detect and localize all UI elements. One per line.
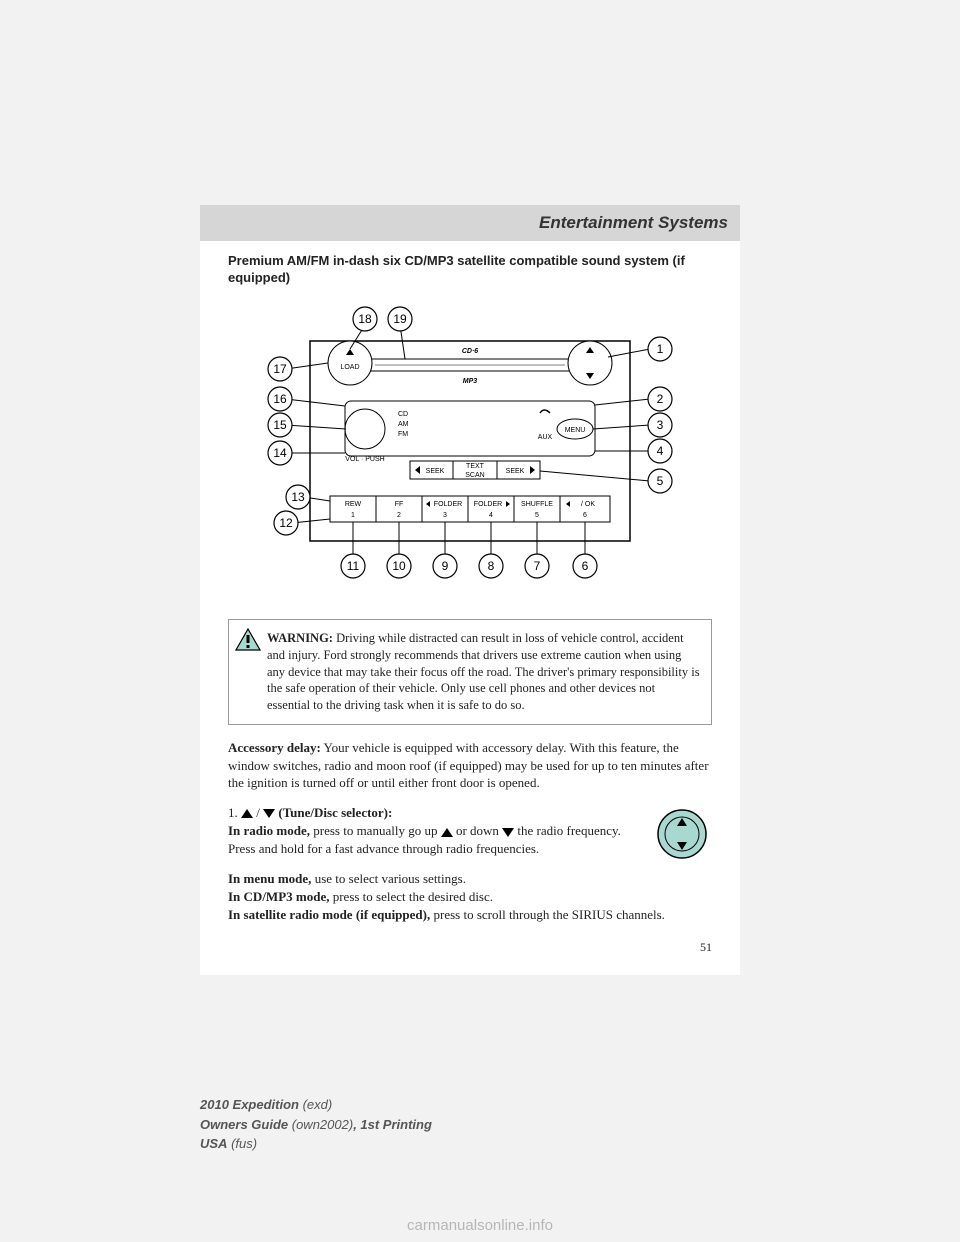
svg-text:3: 3	[443, 512, 447, 519]
down-triangle-icon	[502, 828, 514, 837]
text-label: TEXT	[466, 463, 485, 470]
sat-mode-label: In satellite radio mode (if equipped),	[228, 907, 430, 922]
svg-text:SHUFFLE: SHUFFLE	[521, 501, 553, 508]
aux-label: AUX	[538, 434, 553, 441]
svg-text:19: 19	[393, 312, 407, 326]
svg-text:16: 16	[273, 392, 287, 406]
svg-text:/ OK: / OK	[581, 501, 595, 508]
section-title: Entertainment Systems	[539, 213, 728, 232]
svg-text:10: 10	[392, 559, 406, 573]
svg-text:2: 2	[657, 392, 664, 406]
am-label: AM	[398, 421, 409, 428]
manual-page: Entertainment Systems Premium AM/FM in-d…	[200, 205, 740, 975]
mp3-logo: MP3	[463, 378, 478, 385]
svg-text:6: 6	[582, 559, 589, 573]
warning-label: WARNING:	[267, 631, 333, 645]
radio-diagram-wrap: CD·6 MP3 LOAD CD AM FM VOL · PUSH AUX ME…	[228, 301, 712, 601]
section-header: Entertainment Systems	[200, 205, 740, 241]
accessory-label: Accessory delay:	[228, 740, 321, 755]
svg-text:7: 7	[534, 559, 541, 573]
warning-box: WARNING: Driving while distracted can re…	[228, 619, 712, 725]
item-1-row: 1. / (Tune/Disc selector): In radio mode…	[228, 804, 712, 864]
fm-label: FM	[398, 431, 408, 438]
radio-diagram: CD·6 MP3 LOAD CD AM FM VOL · PUSH AUX ME…	[250, 301, 690, 601]
svg-text:3: 3	[657, 418, 664, 432]
load-label: LOAD	[340, 364, 359, 371]
svg-text:5: 5	[535, 512, 539, 519]
radio-mode-label: In radio mode,	[228, 823, 310, 838]
svg-text:4: 4	[489, 512, 493, 519]
svg-text:9: 9	[442, 559, 449, 573]
tune-disc-icon	[652, 804, 712, 864]
svg-text:13: 13	[291, 490, 305, 504]
svg-text:FOLDER: FOLDER	[474, 501, 502, 508]
up-triangle-icon	[441, 828, 453, 837]
svg-text:1: 1	[351, 512, 355, 519]
item-1-continued: In menu mode, use to select various sett…	[228, 870, 712, 925]
menu-mode-label: In menu mode,	[228, 871, 311, 886]
footer-block: 2010 Expedition (exd) Owners Guide (own2…	[200, 1095, 432, 1154]
up-triangle-icon	[241, 809, 253, 818]
svg-text:REW: REW	[345, 501, 362, 508]
svg-text:4: 4	[657, 444, 664, 458]
cd6-logo: CD·6	[462, 348, 478, 355]
svg-text:5: 5	[657, 474, 664, 488]
warning-icon	[235, 628, 261, 652]
item-1-text: 1. / (Tune/Disc selector): In radio mode…	[228, 804, 632, 859]
cd-label: CD	[398, 411, 408, 418]
seek-right-label: SEEK	[506, 468, 525, 475]
seek-left-label: SEEK	[426, 468, 445, 475]
svg-text:6: 6	[583, 512, 587, 519]
watermark: carmanualsonline.info	[0, 1217, 960, 1234]
svg-text:2: 2	[397, 512, 401, 519]
svg-text:FF: FF	[395, 501, 404, 508]
accessory-paragraph: Accessory delay: Your vehicle is equippe…	[228, 739, 712, 792]
svg-text:8: 8	[488, 559, 495, 573]
svg-text:1: 1	[657, 342, 664, 356]
cdmp3-mode-label: In CD/MP3 mode,	[228, 889, 329, 904]
svg-text:12: 12	[279, 516, 293, 530]
page-number: 51	[228, 940, 712, 955]
svg-text:18: 18	[358, 312, 372, 326]
preset-buttons: REW FF FOLDER FOLDER SHUFFLE / OK 1 2 3 …	[330, 496, 610, 522]
svg-text:17: 17	[273, 362, 287, 376]
subsection-title: Premium AM/FM in-dash six CD/MP3 satelli…	[228, 253, 712, 287]
vol-label: VOL · PUSH	[345, 456, 384, 463]
item-1-title: (Tune/Disc selector):	[275, 805, 392, 820]
menu-label: MENU	[565, 427, 586, 434]
scan-label: SCAN	[465, 472, 484, 479]
item-1-prefix: 1.	[228, 805, 241, 820]
svg-text:11: 11	[347, 559, 360, 573]
down-triangle-icon	[263, 809, 275, 818]
svg-text:14: 14	[273, 446, 287, 460]
svg-text:15: 15	[273, 418, 287, 432]
svg-text:FOLDER: FOLDER	[434, 501, 462, 508]
